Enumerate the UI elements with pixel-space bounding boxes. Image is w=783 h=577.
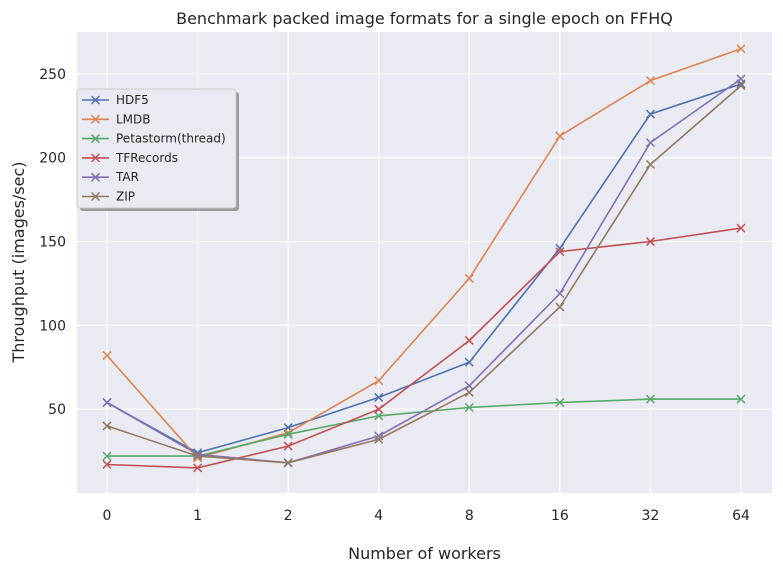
grid — [77, 32, 772, 493]
legend-entry: Petastorm(thread) — [82, 132, 226, 146]
data-point — [736, 81, 746, 91]
data-point — [464, 402, 474, 413]
data-point — [90, 172, 101, 182]
legend-box — [76, 88, 237, 209]
series-line — [106, 78, 742, 464]
y-tick-label: 50 — [48, 402, 66, 418]
data-point — [374, 376, 384, 386]
y-tick-label: 100 — [39, 318, 66, 334]
data-point — [464, 273, 474, 283]
y-tick-label: 200 — [39, 151, 66, 167]
data-point — [193, 463, 203, 473]
data-point — [736, 44, 746, 54]
legend-label: TFRecords — [115, 151, 178, 165]
series-line — [106, 227, 742, 469]
legend-entry: LMDB — [82, 112, 151, 126]
data-point — [645, 394, 655, 404]
data-point — [193, 451, 203, 461]
data-point — [374, 404, 384, 414]
x-tick-label: 16 — [551, 508, 569, 524]
legend-label: LMDB — [116, 112, 151, 126]
data-point — [645, 237, 655, 247]
data-point — [102, 351, 112, 361]
data-point — [555, 397, 565, 408]
data-point — [102, 459, 112, 470]
legend-label: ZIP — [116, 190, 135, 204]
series-line — [106, 83, 742, 454]
data-point — [736, 394, 746, 404]
data-point — [464, 387, 474, 397]
x-tick-label: 8 — [465, 508, 474, 524]
data-point — [90, 153, 101, 163]
data-point — [283, 429, 293, 439]
data-point — [90, 191, 101, 202]
data-point — [645, 138, 655, 148]
legend-entry: TAR — [82, 170, 139, 184]
y-axis-label: Throughput (images/sec) — [9, 161, 28, 363]
data-point — [736, 74, 746, 84]
x-tick-label: 32 — [642, 508, 660, 524]
series-tfrecords — [102, 223, 746, 473]
x-tick-label: 4 — [374, 508, 383, 524]
x-tick-label: 0 — [103, 508, 112, 524]
legend-entry: ZIP — [82, 190, 135, 204]
data-point — [90, 95, 101, 105]
data-point — [555, 247, 565, 257]
y-tick-label: 250 — [39, 67, 66, 83]
series-lines — [102, 44, 746, 473]
data-point — [555, 131, 565, 141]
data-point — [102, 397, 112, 408]
x-ticks: 0 1 2 4 8 16 32 64 — [103, 508, 750, 524]
data-point — [102, 451, 112, 461]
data-point — [464, 357, 474, 367]
y-ticks: 50 100 150 200 250 — [39, 67, 66, 418]
series-line — [106, 48, 742, 459]
data-point — [555, 302, 565, 312]
legend-label: Petastorm(thread) — [116, 132, 226, 146]
data-point — [374, 411, 384, 421]
data-point — [283, 458, 293, 468]
data-point — [193, 449, 203, 459]
x-tick-label: 64 — [732, 508, 750, 524]
y-tick-label: 150 — [39, 235, 66, 251]
data-point — [90, 134, 101, 144]
data-point — [464, 381, 474, 391]
chart-title: Benchmark packed image formats for a sin… — [176, 9, 673, 28]
data-point — [283, 441, 293, 451]
data-point — [90, 114, 101, 124]
legend: HDF5 LMDB Petastorm(thread) TFRecords TAR ZIP — [76, 88, 239, 211]
data-point — [645, 159, 655, 169]
legend-label: TAR — [115, 170, 139, 184]
data-point — [645, 76, 655, 86]
data-point — [374, 392, 384, 402]
legend-entry: HDF5 — [82, 93, 149, 107]
x-tick-label: 1 — [193, 508, 202, 524]
data-point — [555, 288, 565, 299]
series-line — [106, 84, 742, 464]
data-point — [645, 109, 655, 119]
legend-entry: TFRecords — [82, 151, 178, 165]
data-point — [374, 434, 384, 444]
series-zip — [102, 81, 746, 468]
x-axis-label: Number of workers — [348, 544, 501, 563]
x-tick-label: 2 — [284, 508, 293, 524]
legend-label: HDF5 — [116, 93, 149, 107]
data-point — [736, 223, 746, 233]
data-point — [464, 335, 474, 345]
data-point — [102, 421, 112, 431]
